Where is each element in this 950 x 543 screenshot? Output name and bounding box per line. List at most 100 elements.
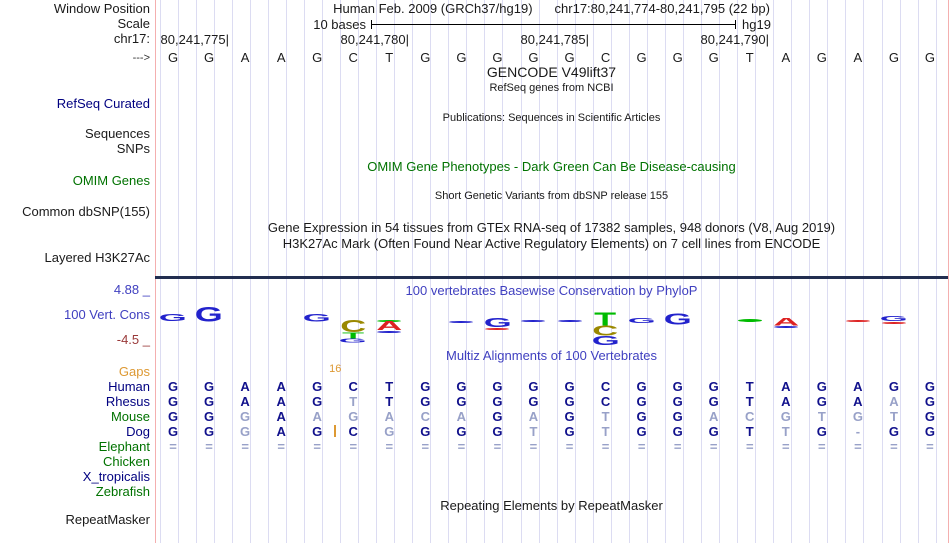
sidebar-track-rhesus[interactable]: Rhesus [105, 394, 150, 409]
gridline [267, 0, 269, 543]
h3k27ac-dense-track-bar[interactable] [155, 276, 948, 279]
sidebar-track-snps[interactable]: SNPs [116, 141, 150, 156]
track-title-phylop[interactable]: 100 vertebrates Basewise Conservation by… [405, 283, 698, 298]
scale-bar-tick-right [735, 20, 736, 29]
insertion-marker [334, 425, 337, 437]
phylop-logo-letter: G [627, 317, 656, 325]
phylop-logo-glyph [840, 320, 876, 322]
alignment-base: G [384, 424, 395, 439]
sidebar-track-zebrafish[interactable]: Zebrafish [95, 484, 150, 499]
alignment-base: = [349, 439, 358, 454]
alignment-base: G [312, 424, 323, 439]
scale-bar-label: 10 bases [313, 17, 366, 32]
gridline [340, 0, 341, 543]
sidebar-track-refseq-curated[interactable]: RefSeq Curated [56, 96, 150, 111]
window-position-label: Window Position [53, 1, 150, 16]
alignment-base: = [205, 439, 213, 454]
ruler-position-label: 80,241,785| [520, 32, 589, 47]
track-subtitle-h3k27ac[interactable]: H3K27Ac Mark (Often Found Near Active Re… [282, 236, 821, 251]
sequence-base: G [420, 50, 431, 65]
track-title-gencode[interactable]: GENCODE V49lift37 [486, 64, 617, 80]
scale-bar-tick-left [371, 20, 372, 29]
alignment-base: A [240, 394, 250, 409]
gridline [664, 0, 666, 543]
sidebar-track-sequences[interactable]: Sequences [84, 126, 150, 141]
sidebar-track-elephant[interactable]: Elephant [98, 439, 150, 454]
gridline [646, 0, 648, 543]
alignment-base: C [420, 409, 431, 424]
phylop-logo-glyph [443, 321, 479, 323]
track-title-omim[interactable]: OMIM Gene Phenotypes - Dark Green Can Be… [367, 159, 736, 174]
sequence-base: G [456, 50, 467, 65]
alignment-base: T [745, 379, 754, 394]
gridline [358, 0, 360, 543]
sidebar-track-dog[interactable]: Dog [126, 424, 150, 439]
gridline [935, 0, 937, 543]
sequence-base: G [492, 50, 503, 65]
sidebar-track-x_tropicalis[interactable]: X_tropicalis [82, 469, 150, 484]
sequence-base: G [204, 50, 215, 65]
track-title-repeatmasker[interactable]: Repeating Elements by RepeatMasker [440, 498, 663, 513]
alignment-base: A [240, 379, 250, 394]
alignment-base: G [204, 379, 215, 394]
alignment-base: = [385, 439, 394, 454]
alignment-base: G [924, 379, 936, 394]
sidebar-track-omim-genes[interactable]: OMIM Genes [72, 173, 150, 188]
gridline [863, 0, 865, 543]
ruler-position-label: 80,241,790| [700, 32, 769, 47]
track-subtitle-refseq[interactable]: RefSeq genes from NCBI [489, 82, 614, 94]
sequence-base: G [167, 50, 179, 65]
alignment-base: = [673, 439, 682, 454]
track-subtitle-dbsnp[interactable]: Short Genetic Variants from dbSNP releas… [434, 190, 669, 202]
sidebar-track-layered-h3k27ac[interactable]: Layered H3K27Ac [44, 250, 150, 265]
alignment-base: = [457, 439, 466, 454]
alignment-base: G [456, 424, 467, 439]
phylop-logo-dash [557, 320, 582, 322]
sidebar-track-gaps[interactable]: Gaps [118, 364, 150, 379]
gridline [195, 0, 197, 543]
alignment-base: T [601, 409, 610, 424]
track-title-publications[interactable]: Publications: Sequences in Scientific Ar… [442, 112, 661, 124]
sidebar-track-common-dbsnp[interactable]: Common dbSNP(155) [22, 204, 150, 219]
alignment-base: G [888, 424, 899, 439]
phylop-logo-glyph: T [335, 331, 371, 341]
alignment-base: = [709, 439, 718, 454]
alignment-base: G [492, 424, 503, 439]
alignment-base: A [889, 394, 899, 409]
gridline [285, 0, 287, 543]
alignment-base: G [564, 379, 575, 394]
sequence-base: G [636, 50, 647, 65]
alignment-base: G [492, 379, 503, 394]
gridline [592, 0, 594, 543]
track-title-gtex[interactable]: Gene Expression in 54 tissues from GTEx … [267, 220, 836, 235]
phylop-logo-glyph [552, 320, 588, 322]
sidebar-track-repeatmasker[interactable]: RepeatMasker [65, 512, 150, 527]
alignment-base: = [854, 439, 862, 454]
sidebar-track-human[interactable]: Human [108, 379, 150, 394]
phylop-logo-glyph: G [299, 312, 335, 323]
sequence-base: T [745, 50, 754, 65]
gridline [303, 0, 305, 543]
sidebar-track-100-vert-cons[interactable]: 100 Vert. Cons [64, 307, 150, 322]
sidebar-track-mouse[interactable]: Mouse [110, 409, 150, 424]
phylop-logo-letter: G [195, 303, 224, 327]
alignment-base: T [385, 394, 394, 409]
strand-arrow: ---> [132, 52, 150, 64]
alignment-base: A [384, 409, 394, 424]
alignment-base: G [672, 394, 683, 409]
alignment-base: G [780, 409, 791, 424]
track-title-multiz[interactable]: Multiz Alignments of 100 Vertebrates [445, 348, 657, 363]
alignment-base: = [926, 439, 934, 454]
phylop-logo-letter: T [342, 331, 365, 341]
phylop-logo-dash [377, 330, 402, 333]
gap-count-label: 16 [329, 363, 342, 375]
alignment-base: G [924, 424, 936, 439]
sequence-base: C [600, 50, 611, 65]
alignment-base: G [636, 379, 647, 394]
sequence-base: A [853, 50, 863, 65]
alignment-base: A [781, 379, 791, 394]
phylop-logo-glyph [371, 330, 407, 333]
gridline [520, 0, 522, 543]
alignment-base: G [708, 379, 719, 394]
sidebar-track-chicken[interactable]: Chicken [103, 454, 150, 469]
